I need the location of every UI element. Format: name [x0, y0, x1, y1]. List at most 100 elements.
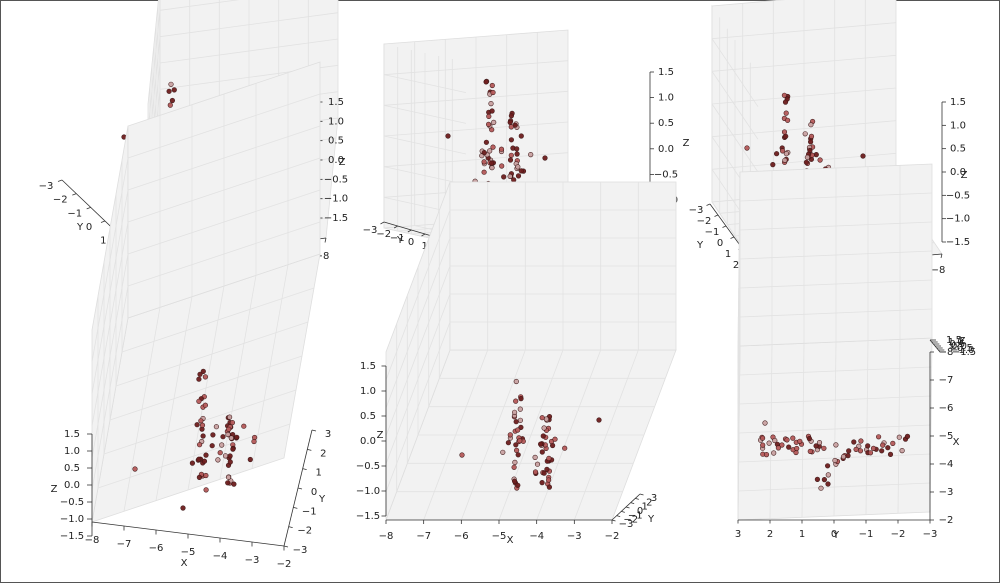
data-point	[518, 168, 524, 174]
y-axis-tick-label: −1	[67, 208, 82, 219]
y-axis-tick-mark	[730, 236, 735, 239]
data-point	[744, 145, 750, 151]
data-point	[513, 378, 519, 385]
data-point	[763, 452, 770, 458]
y-axis-tick-mark	[621, 510, 625, 513]
data-point	[489, 165, 495, 171]
data-point	[194, 422, 200, 428]
data-point	[500, 449, 506, 455]
data-point	[539, 480, 545, 486]
z-axis-tick-label: −0.5	[356, 461, 380, 472]
data-point	[515, 452, 521, 458]
grid-line	[251, 264, 289, 469]
y-axis-tick-label: −2	[891, 529, 906, 540]
data-point	[166, 88, 172, 94]
y-axis-tick-label: 1	[422, 241, 428, 252]
y-axis-tick-mark	[72, 193, 77, 196]
x-axis-tick-label: −2	[605, 531, 620, 542]
y-axis-tick-label: −1	[302, 506, 317, 517]
data-point	[505, 440, 512, 446]
z-axis-tick-label: 0.0	[360, 436, 376, 447]
grid-line	[127, 93, 321, 159]
data-point	[806, 436, 813, 442]
data-point	[197, 371, 203, 377]
y-axis-tick-label: 2	[767, 529, 773, 540]
y-axis-tick-mark	[311, 429, 317, 432]
x-axis-tick-label: −8	[379, 531, 394, 542]
data-point	[875, 434, 882, 440]
y-axis-tick-mark	[380, 221, 385, 225]
data-point	[222, 453, 229, 459]
data-point	[498, 146, 505, 152]
data-point	[885, 445, 891, 451]
y-axis-tick-mark	[297, 487, 303, 490]
data-point	[513, 419, 519, 425]
z-axis-tick-label: −1.5	[946, 237, 970, 248]
y-axis-tick-mark	[635, 497, 639, 500]
data-point	[804, 154, 811, 160]
x-axis-tick-label: −7	[939, 375, 954, 386]
data-point	[782, 99, 789, 105]
data-point	[821, 477, 828, 483]
data-point	[541, 425, 547, 431]
data-point	[540, 433, 546, 439]
data-point	[779, 148, 786, 154]
data-point	[490, 89, 496, 96]
data-point	[532, 469, 539, 475]
y-axis-tick-label: −3	[293, 545, 308, 556]
data-point	[515, 173, 522, 179]
data-point	[445, 133, 451, 139]
y-axis-tick-label: 1	[100, 236, 106, 247]
x-axis-tick-label: −6	[454, 531, 469, 542]
data-point	[483, 79, 489, 85]
data-point	[784, 117, 791, 123]
y-axis-tick-label: 1	[316, 468, 322, 479]
data-point	[486, 113, 492, 119]
y-axis-tick-label: −1	[628, 510, 643, 521]
data-point	[596, 417, 602, 423]
data-point	[499, 163, 505, 169]
data-point	[227, 459, 233, 465]
x-axis-tick-label: −3	[939, 487, 954, 498]
data-point	[762, 420, 768, 426]
data-point	[784, 437, 790, 443]
y-axis-tick-label: 1	[725, 249, 731, 260]
data-point	[171, 87, 177, 93]
data-point	[542, 155, 548, 161]
y-axis-tick-label: −1	[705, 227, 720, 238]
y-axis-label: Y	[396, 235, 404, 246]
data-point	[858, 438, 864, 444]
data-point	[213, 424, 219, 430]
data-point	[230, 446, 236, 452]
data-point	[783, 133, 789, 139]
z-axis-label: Z	[959, 336, 966, 347]
y-axis-tick-label: 3	[651, 493, 657, 504]
data-point	[481, 169, 487, 175]
data-point	[775, 445, 782, 451]
data-point	[231, 481, 237, 487]
data-point	[870, 445, 877, 452]
data-point	[832, 457, 838, 464]
z-axis-tick-label: 1.5	[360, 361, 376, 372]
data-point	[857, 448, 864, 454]
data-point	[813, 443, 819, 449]
grid-line	[573, 349, 639, 521]
y-axis-tick-mark	[393, 225, 398, 229]
data-point	[770, 162, 776, 168]
x-axis-tick-label: −5	[492, 531, 507, 542]
chart-panel-6: −8−7−6−5−4−3−23 2 1 0 −1 −2 −31.51.00.50.0−0.5…	[735, 163, 976, 541]
data-point	[241, 423, 247, 429]
data-point	[808, 133, 815, 139]
z-axis-tick-label: −1.0	[356, 486, 380, 497]
x-axis-label: X	[181, 558, 188, 569]
data-point	[507, 119, 513, 125]
z-axis-tick-label: 1.0	[948, 337, 964, 348]
data-point	[833, 442, 839, 448]
data-point	[853, 446, 859, 453]
data-point	[490, 144, 496, 150]
grid-line	[385, 209, 451, 381]
data-point	[766, 440, 772, 446]
data-point	[760, 442, 766, 448]
z-axis-label: Z	[51, 484, 58, 495]
x-axis-tick-mark	[940, 253, 943, 259]
